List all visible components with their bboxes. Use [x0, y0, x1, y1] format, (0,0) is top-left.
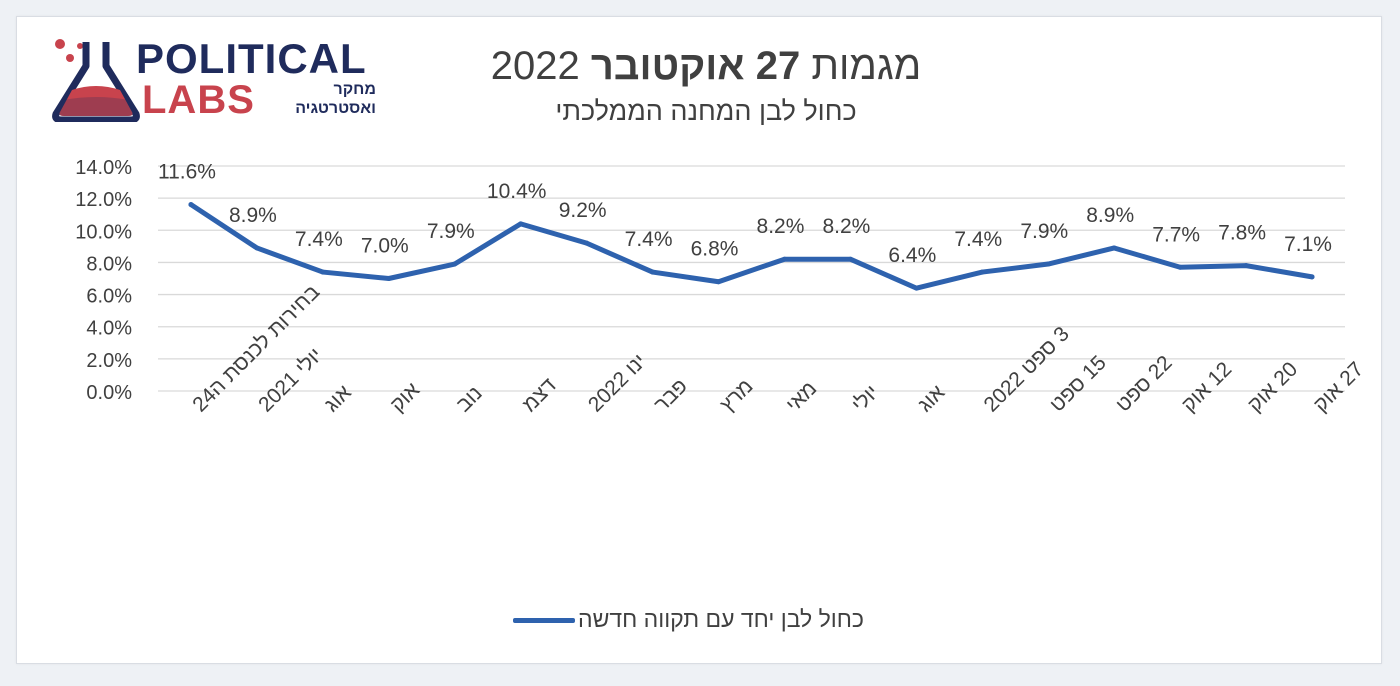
data-labels: 11.6% 8.9% 7.4% 7.0% 7.9% 10.4% 9.2% 7.4% 6.8% 8.…	[158, 161, 1332, 268]
chart-title: מגמות 27 אוקטובר 2022	[396, 44, 1016, 89]
chart-frame	[16, 16, 1382, 664]
data-point	[1243, 263, 1249, 269]
data-label: 7.4%	[625, 228, 673, 251]
data-point	[913, 285, 919, 291]
data-label: 7.0%	[361, 235, 409, 258]
data-label: 7.9%	[427, 220, 475, 243]
data-point	[584, 240, 590, 246]
chart-legend: כחול לבן יחד עם תקווה חדשה	[400, 604, 1000, 634]
x-tick-label: מאי	[782, 377, 822, 417]
data-label: 7.4%	[954, 228, 1002, 251]
data-label: 7.7%	[1152, 223, 1200, 246]
x-tick-label: ינו 2022	[584, 350, 651, 417]
y-tick-label: 14.0%	[75, 157, 132, 179]
data-label: 7.8%	[1218, 222, 1266, 245]
data-label: 8.9%	[1086, 204, 1134, 227]
data-label: 8.9%	[229, 204, 277, 227]
data-point	[1111, 245, 1117, 251]
x-tick-label: אוק	[386, 378, 424, 416]
x-tick-label: אוג	[320, 381, 356, 417]
data-point	[188, 202, 194, 208]
legend-label: כחול לבן יחד עם תקווה חדשה	[578, 606, 864, 632]
data-point	[781, 256, 787, 262]
x-tick-label: 22 ספט	[1111, 351, 1176, 416]
y-tick-label: 6.0%	[86, 286, 132, 308]
data-label: 9.2%	[559, 199, 607, 222]
y-tick-label: 10.0%	[75, 221, 132, 243]
data-label: 6.8%	[691, 238, 739, 261]
chart-title-bold: 27 אוקטובר	[590, 44, 801, 88]
x-tick-label: יולי	[848, 381, 884, 417]
chart-series	[188, 202, 1315, 291]
data-point	[518, 221, 524, 227]
data-label: 8.2%	[822, 215, 870, 238]
data-point	[1045, 261, 1051, 267]
data-point	[847, 256, 853, 262]
legend-swatch	[513, 618, 575, 623]
chart-gridlines	[158, 165, 1345, 392]
x-tick-label: נוב	[452, 382, 487, 417]
logo-text-political: POLITICAL	[136, 35, 367, 82]
political-labs-logo: POLITICAL LABS מחקר ואסטרטגיה	[50, 36, 380, 126]
y-tick-label: 12.0%	[75, 189, 132, 211]
chart-title-prefix: מגמות	[811, 44, 922, 88]
series-line	[188, 202, 1315, 291]
x-tick-label: אוג	[914, 381, 950, 417]
x-tick-label: 12 אוק	[1177, 358, 1236, 417]
y-tick-label: 0.0%	[86, 382, 132, 404]
x-tick-label: דצמ	[518, 373, 561, 416]
data-point	[1309, 274, 1315, 280]
x-tick-label: פבר	[650, 374, 692, 416]
logo-subtitle-line2: ואסטרטגיה	[295, 100, 376, 117]
data-point	[320, 269, 326, 275]
data-point	[1177, 264, 1183, 270]
data-label: 8.2%	[757, 215, 805, 238]
y-axis-tick-labels: 0.0% 2.0% 4.0% 6.0% 8.0% 10.0% 12.0% 14.0%	[75, 157, 132, 404]
x-tick-label: מרץ	[716, 375, 758, 417]
y-tick-label: 2.0%	[86, 350, 132, 372]
logo-subtitle: מחקר ואסטרטגיה	[264, 80, 376, 118]
flask-logo-icon	[52, 39, 140, 122]
logo-text-labs: LABS	[142, 78, 255, 122]
data-label: 10.4%	[487, 180, 547, 203]
data-point	[716, 279, 722, 285]
data-label: 7.1%	[1284, 233, 1332, 256]
chart-subtitle: כחול לבן המחנה הממלכתי	[555, 96, 857, 126]
x-tick-label: 15 ספט	[1046, 351, 1111, 416]
data-point	[254, 245, 260, 251]
data-point	[386, 276, 392, 281]
x-tick-label: 27 אוק	[1309, 358, 1368, 417]
data-label: 6.4%	[888, 244, 936, 267]
data-label: 7.4%	[295, 228, 343, 251]
data-point	[452, 261, 458, 267]
data-point	[979, 269, 985, 275]
y-tick-label: 4.0%	[86, 318, 132, 340]
data-point	[650, 269, 656, 275]
x-tick-label: בחירות לכנסת ה24	[188, 281, 324, 417]
data-label: 7.9%	[1020, 220, 1068, 243]
chart-title-suffix: 2022	[490, 44, 580, 88]
y-tick-label: 8.0%	[86, 253, 132, 275]
x-tick-label: 20 אוק	[1243, 358, 1302, 417]
logo-subtitle-line1: מחקר	[333, 81, 377, 98]
data-label: 11.6%	[158, 161, 216, 184]
